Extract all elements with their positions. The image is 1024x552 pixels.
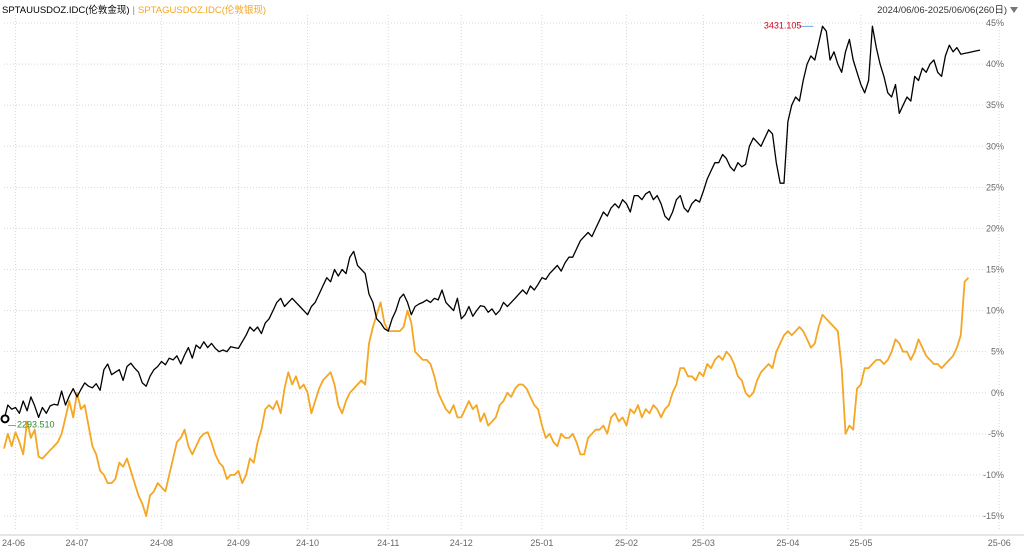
x-tick-label: 25-02	[615, 538, 638, 548]
chart-legend: SPTAUUSDOZ.IDC(伦敦金现) | SPTAGUSDOZ.IDC(伦敦银现…	[2, 2, 266, 16]
y-tick-label: 10%	[986, 306, 1004, 316]
y-tick-label: -10%	[983, 470, 1004, 480]
x-tick-label: 24-06	[2, 538, 25, 548]
x-tick-label: 25-04	[776, 538, 799, 548]
date-range-label: 2024/06/06-2025/06/06(260日)	[877, 5, 1007, 16]
y-tick-label: 20%	[986, 223, 1004, 233]
max-value-label: 3431.105	[764, 20, 802, 30]
x-tick-label: 24-12	[450, 538, 473, 548]
x-tick-label: 24-11	[377, 538, 399, 548]
chevron-down-icon[interactable]	[1010, 7, 1018, 14]
min-value-label: 2293.510	[17, 420, 55, 430]
y-tick-label: -5%	[988, 429, 1004, 439]
x-tick-label: 24-10	[296, 538, 319, 548]
y-tick-label: 45%	[986, 18, 1004, 28]
x-tick-label: 25-06	[988, 538, 1011, 548]
date-range-selector[interactable]: 2024/06/06-2025/06/06(260日)	[877, 2, 1018, 16]
y-tick-label: 0%	[991, 388, 1004, 398]
x-tick-label: 24-09	[227, 538, 250, 548]
x-tick-label: 25-03	[692, 538, 715, 548]
y-tick-label: 30%	[986, 141, 1004, 151]
legend-separator: |	[132, 5, 136, 16]
x-tick-label: 25-01	[530, 538, 553, 548]
y-tick-label: 5%	[991, 347, 1004, 357]
y-tick-label: 40%	[986, 59, 1004, 69]
x-tick-label: 24-08	[150, 538, 173, 548]
y-tick-label: 15%	[986, 265, 1004, 275]
series-silver-label[interactable]: SPTAGUSDOZ.IDC(伦敦银现)	[138, 5, 267, 16]
series-start-marker	[0, 414, 10, 424]
x-tick-label: 24-07	[65, 538, 88, 548]
x-tick-label: 25-05	[849, 538, 872, 548]
y-tick-label: -15%	[983, 511, 1004, 521]
series-gold-label[interactable]: SPTAUUSDOZ.IDC(伦敦金现)	[2, 5, 130, 16]
y-tick-label: 35%	[986, 100, 1004, 110]
gold-series-line[interactable]	[3, 25, 981, 421]
y-tick-label: 25%	[986, 182, 1004, 192]
silver-series-line[interactable]	[3, 277, 970, 517]
